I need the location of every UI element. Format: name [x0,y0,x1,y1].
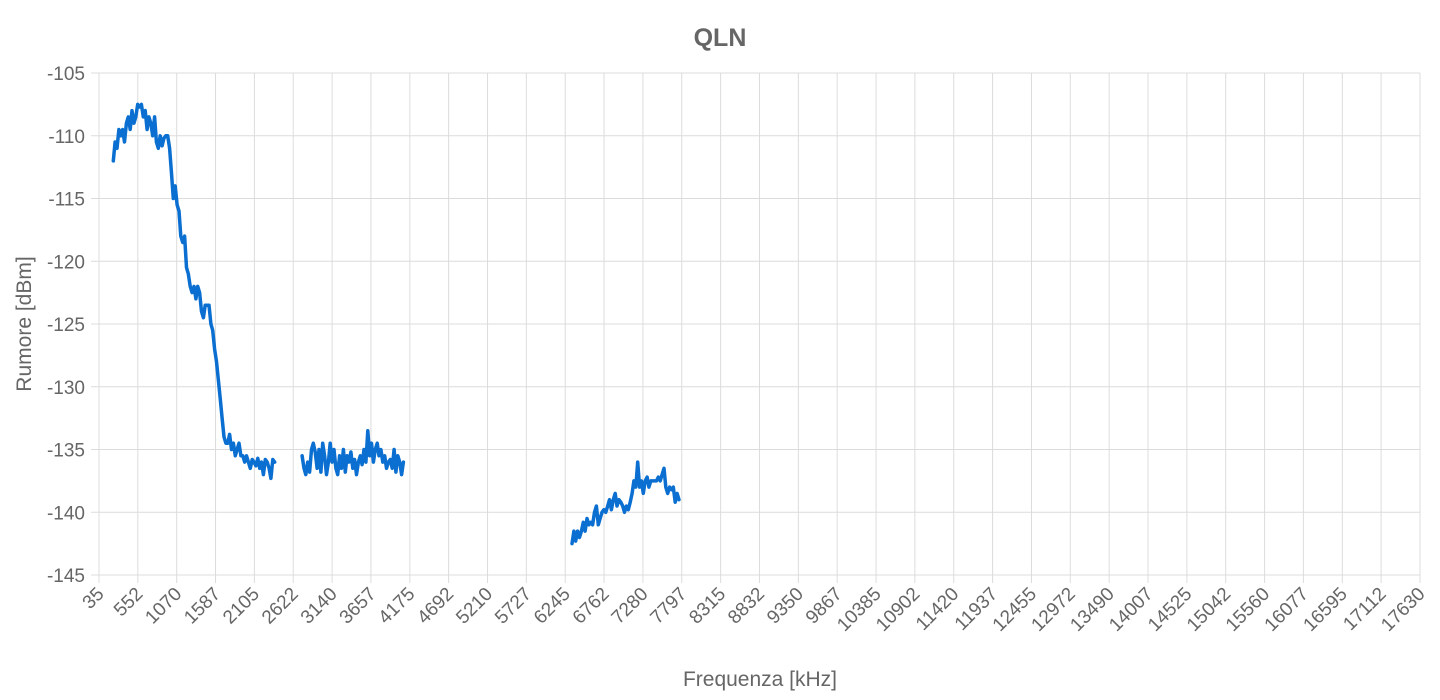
x-tick-label: 11420 [912,584,963,635]
y-tick-label: -105 [47,64,85,85]
x-tick-label: 10902 [872,584,924,636]
x-tick-label: 14525 [1144,584,1196,636]
x-tick-label: 1070 [141,584,186,629]
y-tick-label: -145 [47,566,85,587]
x-tick-label: 12455 [989,584,1041,636]
x-tick-label: 6762 [569,584,614,629]
x-tick-label: 15560 [1222,584,1274,636]
x-tick-label: 10385 [833,584,885,636]
x-tick-label: 3140 [297,584,342,629]
x-tick-label: 9350 [763,584,808,629]
y-tick-label: -110 [48,127,85,148]
x-tick-label: 4175 [375,584,420,629]
x-tick-label: 2622 [258,584,303,629]
x-tick-label: 5727 [491,584,536,629]
x-tick-label: 4692 [413,584,458,629]
x-tick-label: 7280 [608,584,653,629]
x-tick-label: 14007 [1105,584,1157,636]
qln-series-line [111,102,277,481]
x-axis-ticks: 35 55210701587210526223140365741754692521… [79,584,1430,636]
x-tick-label: 552 [110,584,147,621]
x-axis-label: Frequenza [kHz] [683,668,837,691]
grid [91,72,1421,583]
y-tick-label: -130 [47,378,85,399]
y-tick-label: -120 [47,252,85,273]
chart-title: QLN [694,24,747,52]
y-tick-label: -135 [47,441,85,462]
x-tick-label: 17630 [1377,584,1429,636]
x-tick-label: 12972 [1028,584,1080,636]
x-tick-label: 8832 [724,584,769,629]
x-tick-label: 35 [79,584,109,614]
y-axis-ticks: -105 -110 -115 -120 -125 -130 -135 -140 -145 [47,64,85,587]
y-tick-label: -140 [47,503,85,524]
x-tick-label: 16077 [1261,584,1313,636]
x-tick-label: 13490 [1066,584,1118,636]
x-tick-label: 16595 [1300,584,1352,636]
y-tick-label: -115 [48,190,85,211]
y-tick-label: -125 [47,315,85,336]
y-axis-label: Rumore [dBm] [13,256,36,391]
x-tick-label: 15042 [1183,584,1235,636]
qln-series-line [300,428,406,477]
x-tick-label: 5210 [452,584,497,629]
x-tick-label: 2105 [219,584,264,629]
qln-series-line [570,460,681,546]
x-tick-label: 7797 [647,584,692,629]
x-tick-label: 3657 [336,584,381,629]
series-layer [111,102,681,546]
x-tick-label: 6245 [530,584,575,629]
x-tick-label: 1587 [180,584,225,629]
x-tick-label: 8315 [685,584,730,629]
